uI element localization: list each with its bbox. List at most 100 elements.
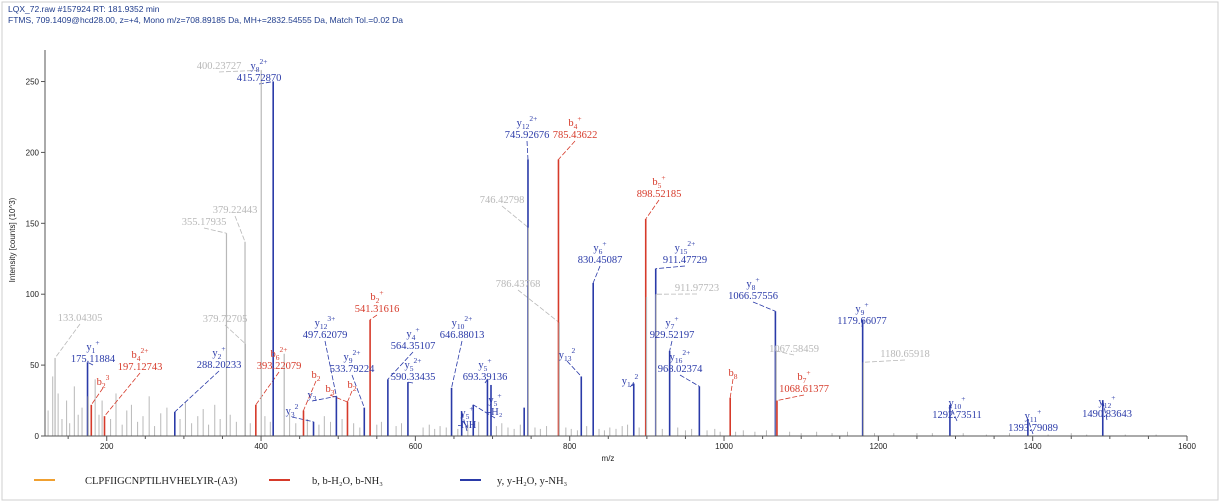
mz-label: 393.22079: [257, 361, 302, 372]
y-tick-label: 50: [30, 361, 39, 370]
mz-label: -H₂: [488, 407, 503, 418]
leader-line: [303, 380, 317, 411]
leader-line: [351, 374, 365, 408]
leader-line: [329, 394, 348, 403]
leader-line: [451, 340, 463, 388]
y-tick-label: 200: [26, 148, 40, 157]
mz-label: 1068.61377: [779, 384, 829, 395]
leader-line: [234, 215, 246, 242]
ion-label: b42+: [132, 346, 149, 363]
ion-label: y52+: [405, 356, 422, 373]
leader-line: [566, 360, 582, 377]
leader-line: [592, 265, 601, 284]
legend-label-precursor: CLPFIIGCNPTILHVHELYIR-(A3): [85, 476, 238, 487]
mz-label: 355.17935: [182, 217, 227, 228]
leader-line: [776, 394, 805, 401]
mz-label: 1393.79089: [1008, 423, 1058, 434]
leader-line: [526, 140, 529, 160]
ion-label: y3: [308, 390, 317, 403]
unmatched-noise-peaks: [47, 376, 1157, 436]
ion-label: y5+: [488, 391, 501, 408]
leader-line: [311, 395, 337, 402]
ion-label: b62+: [271, 345, 288, 362]
peak-labels: 400.23727 y82+415.72870 379.22443355.17935…: [58, 57, 1132, 434]
mz-label: 379.72705: [203, 314, 248, 325]
ion-label: b23: [97, 373, 110, 390]
mz-label: 1067.58459: [769, 344, 819, 355]
mz-label: 564.35107: [391, 341, 436, 352]
x-tick-label: 1200: [869, 442, 887, 451]
axes: 200 400 600 800 1000 1200 1400 1600 0 50 100 150 200…: [26, 50, 1196, 451]
mz-label: 898.52185: [637, 189, 682, 200]
x-tick-label: 1000: [715, 442, 733, 451]
x-axis-title: m/z: [602, 454, 615, 463]
ion-label: y152+: [675, 239, 696, 256]
ion-label: y4+: [406, 325, 419, 342]
x-tick-label: 200: [100, 442, 114, 451]
mz-label: 541.31616: [355, 304, 400, 315]
ion-label: y2+: [212, 344, 225, 361]
ion-label: b4+: [568, 114, 581, 131]
leader-line: [669, 340, 673, 352]
leader-line: [54, 323, 81, 359]
mz-label: 1292.73511: [932, 410, 982, 421]
mz-label: 929.52197: [650, 330, 695, 341]
leader-line: [104, 372, 141, 417]
mz-label: 197.12743: [118, 362, 163, 373]
mz-label: 911.97723: [675, 283, 719, 294]
mz-label: 497.62079: [303, 330, 348, 341]
x-tick-label: 600: [409, 442, 423, 451]
mz-label: 786.43768: [496, 279, 541, 290]
leader-line: [407, 381, 414, 384]
leader-line: [949, 404, 958, 422]
ion-label: y11+: [1025, 407, 1042, 424]
leader-line: [369, 314, 378, 321]
mz-label: 1490.83643: [1082, 409, 1132, 420]
leader-line: [324, 340, 337, 397]
leader-line: [90, 387, 104, 406]
legend-label-b-ions: b, b-H₂O, b-NH₃: [312, 476, 383, 487]
leader-line: [655, 265, 686, 270]
x-tick-label: 800: [563, 442, 577, 451]
mz-label: -NH: [458, 420, 477, 431]
mz-label: 133.04305: [58, 313, 103, 324]
mz-label: 746.42798: [480, 195, 525, 206]
mz-label: 379.22443: [213, 205, 258, 216]
mz-label: 911.47729: [663, 255, 707, 266]
ion-label: y9+: [855, 300, 868, 317]
leader-line: [387, 351, 414, 380]
ion-label: y122+: [517, 114, 538, 131]
ion-label: b2+: [370, 288, 383, 305]
ion-label: y8+: [746, 275, 759, 292]
x-tick-label: 1600: [1178, 442, 1196, 451]
ion-label: y5+: [478, 356, 491, 373]
leader-line: [347, 390, 353, 403]
y-tick-label: 100: [26, 290, 40, 299]
leader-line: [174, 370, 220, 413]
ion-label: y132: [559, 346, 576, 363]
ion-label: y82+: [251, 57, 268, 74]
mz-label: 533.79224: [330, 364, 375, 375]
mz-label: 968.02374: [658, 364, 703, 375]
mz-label: 1180.65918: [880, 349, 930, 360]
ion-label: y102+: [452, 314, 473, 331]
scan-header-line1: LQX_72.raw #157924 RT: 181.9352 min: [8, 4, 160, 14]
scan-header-line2: FTMS, 709.1409@hcd28.00, z=+4, Mono m/z=…: [8, 15, 403, 25]
ion-label: y1+: [86, 338, 99, 355]
annotated-peaks: [54, 70, 1104, 436]
leader-line: [752, 301, 776, 312]
mz-label: 693.39136: [463, 372, 508, 383]
ion-label: b8: [729, 368, 738, 381]
ion-label: b3: [326, 384, 335, 397]
ion-label: y10+: [949, 394, 966, 411]
mz-label: 1179.66077: [837, 316, 887, 327]
y-tick-label: 0: [35, 432, 40, 441]
plot-area: 200 400 600 800 1000 1200 1400 1600 0 50 100 150 200…: [26, 50, 1196, 451]
mz-label: 830.45087: [578, 255, 623, 266]
ion-label: b7+: [797, 368, 810, 385]
ion-label: y92+: [344, 348, 361, 365]
mz-label: 415.72870: [237, 73, 282, 84]
leader-line: [679, 374, 700, 387]
